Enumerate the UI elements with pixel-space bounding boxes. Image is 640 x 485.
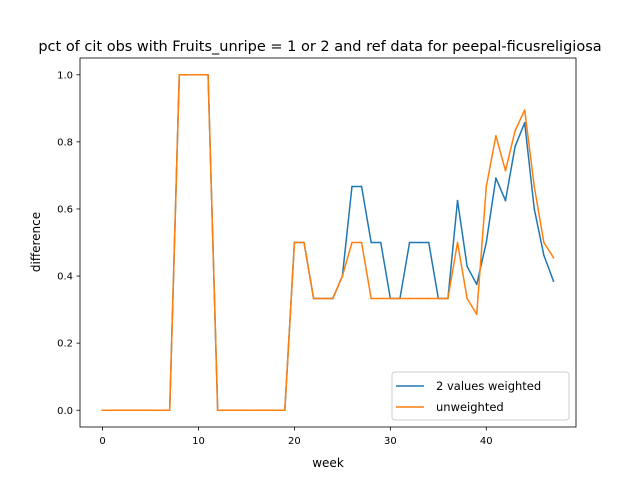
data-point <box>120 409 123 412</box>
data-point <box>360 185 363 188</box>
data-point <box>351 185 353 188</box>
data-point <box>360 241 363 244</box>
y-tick-label: 0.6 <box>57 205 73 216</box>
data-point <box>475 313 478 316</box>
data-point <box>226 409 229 412</box>
data-point <box>466 265 468 268</box>
data-point <box>437 297 440 300</box>
data-point <box>418 297 420 300</box>
data-point <box>427 241 430 244</box>
data-point <box>159 409 161 412</box>
data-point <box>207 73 209 76</box>
data-point <box>514 145 516 148</box>
data-point <box>418 241 420 244</box>
data-point <box>101 409 104 412</box>
series-line <box>101 74 555 411</box>
data-point <box>293 241 296 244</box>
data-point <box>188 73 190 76</box>
data-point <box>245 409 248 412</box>
y-tick-label: 1.0 <box>57 70 73 81</box>
x-tick-label: 30 <box>384 436 397 447</box>
data-point <box>447 297 449 300</box>
y-axis-label: difference <box>29 212 43 272</box>
data-point <box>197 73 200 76</box>
data-point <box>475 283 478 286</box>
data-point <box>495 177 497 179</box>
x-tick-label: 20 <box>288 436 301 447</box>
x-axis-label: week <box>312 456 344 470</box>
axes-frame <box>79 57 577 428</box>
y-tick-label: 0.2 <box>57 339 73 350</box>
legend-label: 2 values weighted <box>436 379 541 393</box>
data-point <box>379 297 382 300</box>
data-point <box>427 297 430 300</box>
data-point <box>552 256 555 259</box>
data-point <box>504 199 507 202</box>
series-2 <box>101 73 555 412</box>
data-point <box>485 185 488 188</box>
series-layer <box>101 73 555 412</box>
data-point <box>523 109 526 111</box>
legend-box <box>391 371 570 421</box>
data-point <box>322 297 325 300</box>
data-point <box>533 185 536 188</box>
data-point <box>284 409 286 412</box>
data-point <box>168 409 171 412</box>
chart-title: pct of cit obs with Fruits_unripe = 1 or… <box>38 39 601 55</box>
data-point <box>236 409 238 412</box>
data-point <box>130 409 133 412</box>
plot-background <box>80 58 576 427</box>
data-point <box>370 297 372 300</box>
data-point <box>523 121 526 124</box>
data-point <box>312 297 315 300</box>
data-point <box>504 169 507 172</box>
data-point <box>370 241 372 244</box>
data-point <box>399 297 401 300</box>
data-point <box>379 241 382 244</box>
data-point <box>466 297 468 300</box>
data-point <box>495 135 497 137</box>
data-point <box>456 199 459 202</box>
plot-area <box>80 58 576 427</box>
x-tick-label: 40 <box>480 436 493 447</box>
data-point <box>140 409 142 412</box>
data-point <box>389 297 392 300</box>
data-point <box>255 409 257 412</box>
data-point <box>111 409 113 412</box>
data-point <box>456 241 459 244</box>
data-point <box>543 241 545 244</box>
data-point <box>552 280 555 282</box>
data-point <box>408 241 411 244</box>
data-point <box>533 208 536 210</box>
axes-layer: 0 10 20 30 40 0.0 0.2 0.4 0.6 0.8 1.0 <box>57 57 577 447</box>
data-point <box>543 254 545 257</box>
x-tick-label: 10 <box>192 436 205 447</box>
data-point <box>408 297 411 300</box>
data-point <box>274 409 277 412</box>
data-point <box>351 241 353 244</box>
data-point <box>216 409 219 412</box>
data-point <box>514 129 516 132</box>
data-point <box>264 409 267 412</box>
legend: 2 values weighted unweighted <box>391 371 570 421</box>
data-point <box>178 73 181 76</box>
y-tick-label: 0.8 <box>57 137 73 148</box>
data-point <box>341 275 344 277</box>
y-tick-label: 0.4 <box>57 272 73 283</box>
data-point <box>332 297 334 300</box>
data-point <box>149 409 152 412</box>
x-tick-label: 0 <box>99 436 105 447</box>
y-tick-label: 0.0 <box>57 406 73 417</box>
data-point <box>485 241 488 244</box>
legend-label: unweighted <box>436 400 504 414</box>
data-point <box>303 241 305 244</box>
